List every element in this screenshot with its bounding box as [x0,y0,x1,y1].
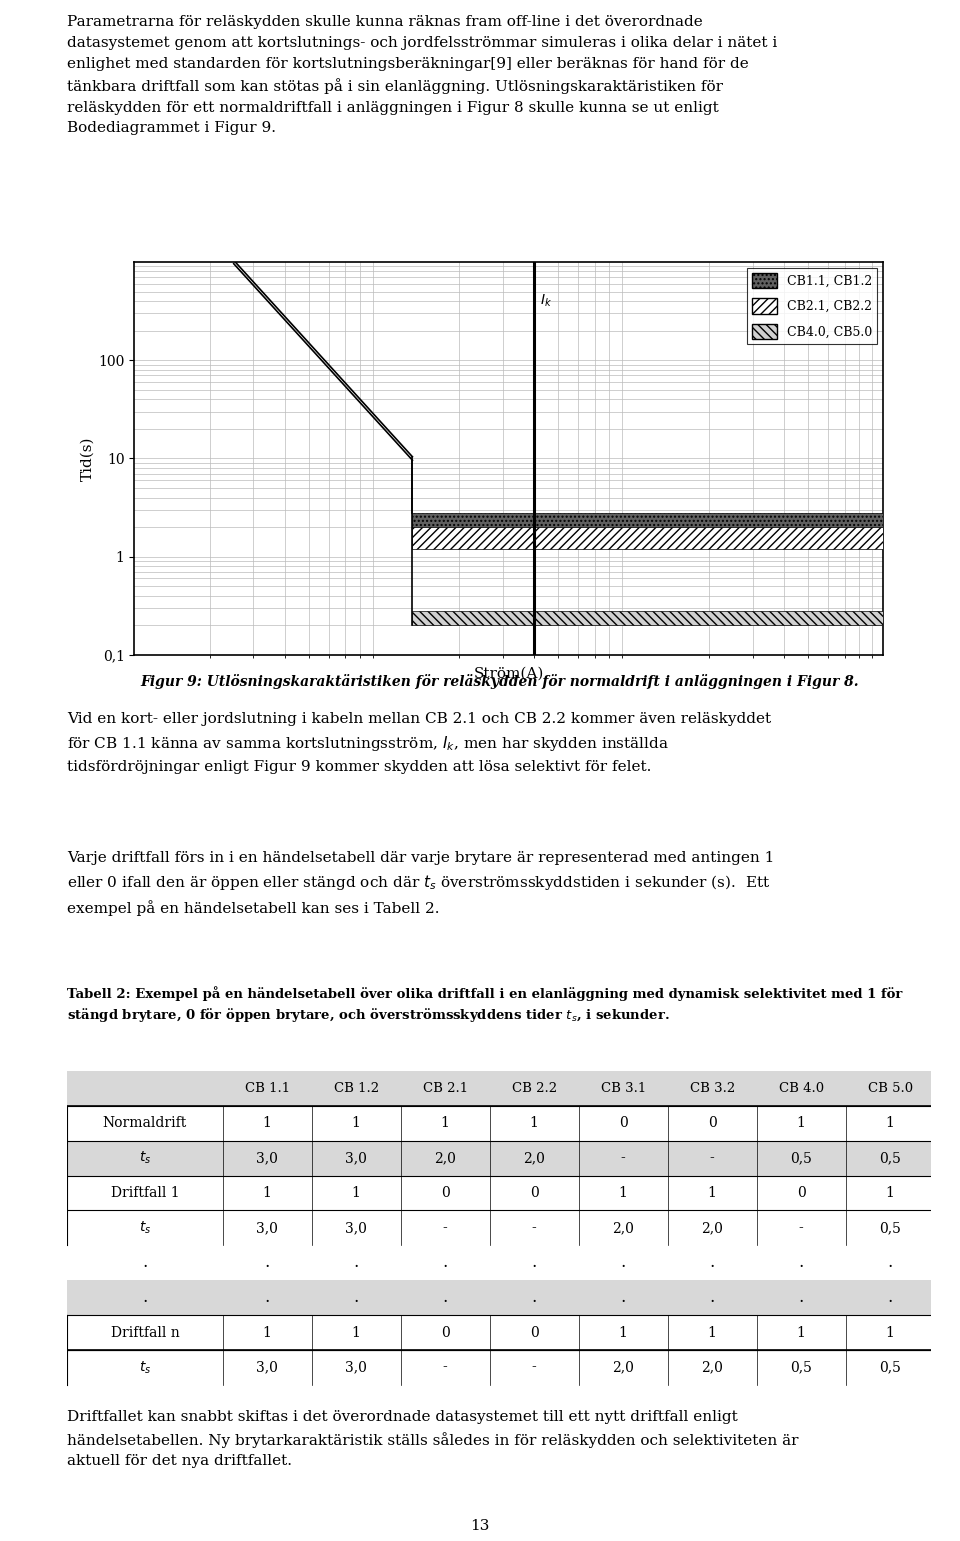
Text: 1: 1 [619,1325,628,1339]
Text: -: - [532,1361,537,1375]
Text: 2,0: 2,0 [523,1151,545,1165]
Text: Figur 9: Utlösningskaraktäristiken för reläskydden för normaldrift i anläggninge: Figur 9: Utlösningskaraktäristiken för r… [140,675,858,689]
Text: Normaldrift: Normaldrift [103,1116,187,1130]
Text: 3,0: 3,0 [346,1361,367,1375]
Legend: CB1.1, CB1.2, CB2.1, CB2.2, CB4.0, CB5.0: CB1.1, CB1.2, CB2.1, CB2.2, CB4.0, CB5.0 [747,268,876,344]
Text: .: . [353,1290,359,1307]
Text: Driftfall n: Driftfall n [110,1325,180,1339]
Text: $t_s$: $t_s$ [139,1150,151,1167]
Text: 1: 1 [351,1116,361,1130]
Text: -: - [799,1220,804,1234]
Text: CB 3.1: CB 3.1 [601,1082,646,1096]
Text: .: . [532,1290,537,1307]
Bar [413,527,883,549]
Text: 0,5: 0,5 [879,1220,901,1234]
Text: 1: 1 [530,1116,539,1130]
Text: $t_s$: $t_s$ [139,1359,151,1376]
Text: 1: 1 [886,1325,895,1339]
Text: .: . [620,1290,626,1307]
Text: .: . [709,1290,715,1307]
Text: $I_k$: $I_k$ [540,293,552,310]
Text: -: - [621,1151,626,1165]
FancyBboxPatch shape [67,1140,935,1176]
Bar [413,513,883,527]
Text: 2,0: 2,0 [612,1220,635,1234]
Text: 1: 1 [886,1116,895,1130]
Text: .: . [799,1254,804,1271]
Text: Tabell 2: Exempel på en händelsetabell över olika driftfall i en elanläggning me: Tabell 2: Exempel på en händelsetabell ö… [67,986,902,1025]
Text: 0: 0 [441,1187,449,1200]
Text: 0: 0 [797,1187,805,1200]
Text: .: . [532,1254,537,1271]
Text: Driftfall 1: Driftfall 1 [110,1187,180,1200]
Text: Varje driftfall förs in i en händelsetabell där varje brytare är representerad m: Varje driftfall förs in i en händelsetab… [67,851,775,915]
Text: 0,5: 0,5 [879,1151,901,1165]
Text: 1: 1 [263,1325,272,1339]
Text: -: - [532,1220,537,1234]
Text: 2,0: 2,0 [701,1361,723,1375]
Text: .: . [265,1290,270,1307]
X-axis label: Ström(A): Ström(A) [473,667,544,681]
Text: 2,0: 2,0 [612,1361,635,1375]
Text: 0: 0 [530,1187,539,1200]
Text: 1: 1 [441,1116,449,1130]
Text: 0: 0 [530,1325,539,1339]
Text: 0: 0 [441,1325,449,1339]
Text: 0: 0 [619,1116,628,1130]
Text: 1: 1 [886,1187,895,1200]
Text: 3,0: 3,0 [256,1220,278,1234]
Text: 1: 1 [351,1187,361,1200]
Text: 0: 0 [708,1116,716,1130]
Text: 1: 1 [263,1116,272,1130]
Text: 0,5: 0,5 [790,1151,812,1165]
Text: 1: 1 [708,1325,716,1339]
Text: 1: 1 [797,1116,805,1130]
Text: $t_s$: $t_s$ [139,1220,151,1236]
Text: .: . [353,1254,359,1271]
Text: .: . [443,1290,447,1307]
Text: Vid en kort- eller jordslutning i kabeln mellan CB 2.1 och CB 2.2 kommer även re: Vid en kort- eller jordslutning i kabeln… [67,712,771,774]
Text: 1: 1 [797,1325,805,1339]
Bar [413,610,883,626]
Text: CB 2.2: CB 2.2 [512,1082,557,1096]
Text: 0,5: 0,5 [879,1361,901,1375]
Text: 1: 1 [708,1187,716,1200]
Text: 3,0: 3,0 [256,1151,278,1165]
Text: 0,5: 0,5 [790,1361,812,1375]
Text: 1: 1 [619,1187,628,1200]
Text: CB 3.2: CB 3.2 [689,1082,734,1096]
FancyBboxPatch shape [67,1071,935,1106]
Text: 3,0: 3,0 [346,1151,367,1165]
FancyBboxPatch shape [67,1281,935,1314]
Text: Driftfallet kan snabbt skiftas i det överordnade datasystemet till ett nytt drif: Driftfallet kan snabbt skiftas i det öve… [67,1410,799,1469]
Text: 3,0: 3,0 [346,1220,367,1234]
Text: CB 1.1: CB 1.1 [245,1082,290,1096]
Text: -: - [709,1151,714,1165]
Text: .: . [265,1254,270,1271]
Text: Parametrarna för reläskydden skulle kunna räknas fram off-line i det överordnade: Parametrarna för reläskydden skulle kunn… [67,15,778,136]
Text: CB 1.2: CB 1.2 [334,1082,379,1096]
Text: CB 2.1: CB 2.1 [422,1082,468,1096]
Text: .: . [888,1290,893,1307]
Text: 2,0: 2,0 [434,1151,456,1165]
Text: .: . [888,1254,893,1271]
Text: .: . [142,1254,148,1271]
Text: 13: 13 [470,1519,490,1533]
Text: .: . [443,1254,447,1271]
Text: CB 4.0: CB 4.0 [779,1082,824,1096]
Text: CB 5.0: CB 5.0 [868,1082,913,1096]
Text: -: - [443,1361,447,1375]
Text: 1: 1 [351,1325,361,1339]
Text: .: . [142,1290,148,1307]
Text: -: - [443,1220,447,1234]
Text: 2,0: 2,0 [701,1220,723,1234]
Text: 3,0: 3,0 [256,1361,278,1375]
Text: 1: 1 [263,1187,272,1200]
Text: .: . [709,1254,715,1271]
Text: .: . [799,1290,804,1307]
Text: .: . [620,1254,626,1271]
Y-axis label: Tid(s): Tid(s) [80,436,94,481]
